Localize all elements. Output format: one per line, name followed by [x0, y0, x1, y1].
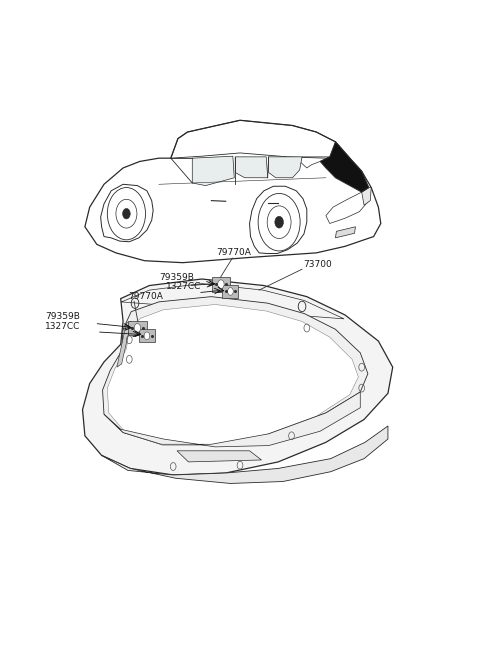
Polygon shape: [192, 156, 234, 186]
Bar: [212, 277, 230, 291]
Polygon shape: [103, 297, 368, 444]
Polygon shape: [235, 157, 268, 178]
Text: 73700: 73700: [303, 260, 332, 268]
Polygon shape: [177, 451, 262, 462]
Polygon shape: [362, 188, 371, 205]
Polygon shape: [269, 157, 302, 178]
Text: 79359B: 79359B: [45, 312, 80, 321]
Text: 79359B: 79359B: [159, 273, 194, 281]
Circle shape: [134, 323, 141, 333]
Circle shape: [122, 209, 130, 219]
Circle shape: [218, 280, 224, 289]
Text: 79770A: 79770A: [216, 249, 251, 257]
Bar: [128, 321, 146, 335]
Polygon shape: [108, 304, 359, 445]
Text: 1327CC: 1327CC: [166, 283, 202, 291]
Polygon shape: [102, 426, 388, 483]
Polygon shape: [336, 227, 356, 238]
Polygon shape: [104, 392, 360, 447]
Circle shape: [275, 216, 283, 228]
Text: 79770A: 79770A: [128, 292, 163, 301]
Polygon shape: [83, 279, 393, 475]
Polygon shape: [117, 321, 131, 367]
Bar: [139, 329, 155, 342]
Circle shape: [228, 287, 233, 295]
Bar: [222, 285, 239, 298]
Polygon shape: [320, 142, 369, 192]
Circle shape: [144, 332, 150, 340]
Text: 1327CC: 1327CC: [45, 321, 81, 331]
